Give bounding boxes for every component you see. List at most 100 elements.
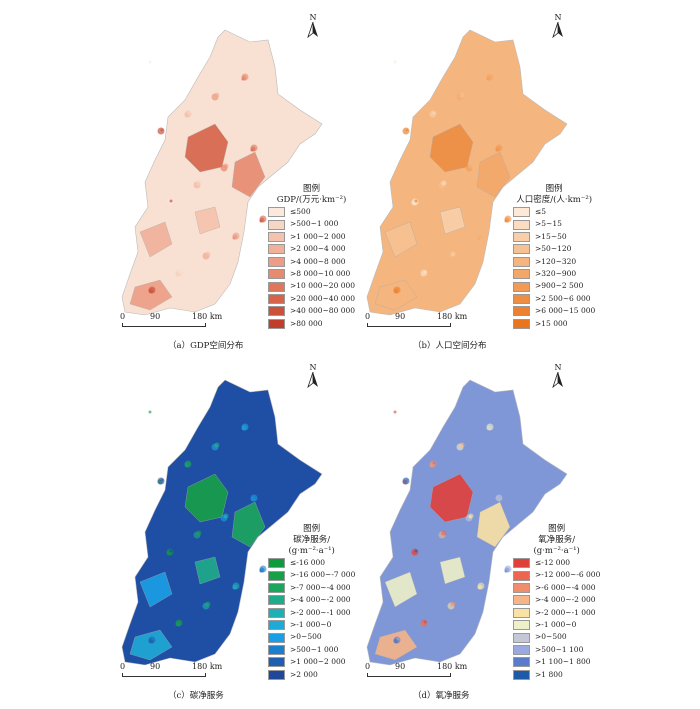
legend: 图例 GDP/(万元·km⁻²) ≤500 >500~1 000 >1 000~2 00… <box>268 184 355 330</box>
scale-tick-90: 90 <box>395 312 406 321</box>
map-patch <box>151 287 155 291</box>
scale-tick-180: 180 km <box>437 312 468 321</box>
map-patch <box>450 601 456 607</box>
legend-swatch <box>513 644 530 655</box>
map-patch <box>441 180 447 186</box>
map-patch <box>151 637 155 641</box>
legend-label: ≤500 <box>290 207 311 216</box>
legend-swatch <box>268 306 285 317</box>
scale-bar-line <box>367 673 451 677</box>
map-zone <box>139 221 173 258</box>
scale-tick-90: 90 <box>150 662 161 671</box>
panel-caption: （b）人口空间分布 <box>413 341 487 351</box>
legend-label: >15~50 <box>535 231 567 241</box>
map-panel-b: N 0 90 180 km 图例 人口密度/(人·km⁻²) ≤5 >5~15 >15~50 >5… <box>355 12 600 362</box>
map-patch <box>259 215 267 223</box>
legend-swatch <box>513 244 530 255</box>
map-patch <box>160 478 164 482</box>
map-panel-c: N 0 90 180 km 图例 碳净服务/(g·m⁻²·a⁻¹) ≤-16 000 >-16… <box>110 362 355 709</box>
legend-item: >2 000 <box>268 669 355 681</box>
legend-item: >50~120 <box>513 243 595 255</box>
legend-label: ≤5 <box>535 207 547 216</box>
map-zone <box>384 221 418 258</box>
legend-item: ≤-16 000 <box>268 557 355 569</box>
map-patch <box>241 73 249 81</box>
map-panel-a: N 0 90 180 km 图例 GDP/(万元·km⁻²) ≤500 >500~1 000 >… <box>110 12 355 362</box>
map-patch <box>450 251 456 257</box>
legend-label: >-12 000~-6 000 <box>535 570 601 580</box>
map-zone <box>439 206 466 235</box>
north-arrow: N <box>551 14 565 40</box>
map-patch <box>477 582 485 590</box>
legend-label: >320~900 <box>535 268 577 278</box>
legend-item: >1 000~2 000 <box>268 231 355 243</box>
legend-swatch <box>513 669 530 680</box>
legend-swatch <box>268 293 285 304</box>
legend-label: >-2 000~-1 000 <box>290 607 351 617</box>
map-patch <box>250 494 258 502</box>
legend-item: >1 800 <box>513 669 600 681</box>
north-label: N <box>554 13 562 22</box>
legend-item: >-1 000~0 <box>268 619 355 631</box>
legend-item: >5~15 <box>513 218 595 230</box>
legend-item: >320~900 <box>513 268 595 280</box>
map-zone <box>476 151 511 198</box>
legend-swatch <box>513 306 530 317</box>
scale-tick-180: 180 km <box>192 662 223 671</box>
legend-label: >500~1 100 <box>535 644 584 654</box>
legend-item: ≤-12 000 <box>513 557 600 569</box>
legend-swatch <box>513 607 530 618</box>
legend-title: 图例 <box>548 524 566 534</box>
region-map <box>121 29 323 316</box>
north-arrow: N <box>551 364 565 390</box>
legend-label: >1 100~1 800 <box>535 657 591 667</box>
map-patch <box>169 549 173 553</box>
legend-label: ≤-16 000 <box>290 558 326 567</box>
legend-label: >50~120 <box>535 244 572 254</box>
legend-item: >-12 000~-6 000 <box>513 569 600 581</box>
legend-unit: 氧净服务/ <box>538 535 576 545</box>
map-patch <box>187 111 191 115</box>
legend-swatch <box>268 244 285 255</box>
map-patch <box>259 565 267 573</box>
map-patch <box>196 180 202 186</box>
legend-label: >-4 000~-2 000 <box>535 595 596 605</box>
legend-swatch <box>268 281 285 292</box>
scale-tick-0: 0 <box>120 662 126 671</box>
legend-label: >10 000~20 000 <box>290 281 356 291</box>
legend-item: ≤5 <box>513 206 595 218</box>
legend-unit: 人口密度/(人·km⁻²) <box>516 195 593 205</box>
legend-label: >2 000~4 000 <box>290 244 346 254</box>
legend-swatch <box>268 570 285 581</box>
legend-swatch <box>513 570 530 581</box>
map-patch <box>148 60 152 64</box>
legend-swatch <box>268 558 285 569</box>
legend-swatch <box>268 620 285 631</box>
legend-swatch <box>513 620 530 631</box>
legend-label: >5~15 <box>535 219 562 229</box>
map-zone <box>439 556 466 585</box>
map-patch <box>169 199 173 203</box>
legend-label: >500~1 000 <box>290 219 339 229</box>
legend-unit-line2: (g·m⁻²·a⁻¹) <box>533 546 580 556</box>
legend-item: >0~500 <box>268 631 355 643</box>
map-zone <box>139 571 173 608</box>
legend-label: >15 000 <box>535 318 568 328</box>
scale-tick-0: 0 <box>365 312 371 321</box>
legend-swatch <box>513 293 530 304</box>
legend-swatch <box>513 595 530 606</box>
legend-label: >80 000 <box>290 318 323 328</box>
legend-label: >120~320 <box>535 256 577 266</box>
legend-swatch <box>268 207 285 218</box>
legend-swatch <box>268 269 285 280</box>
legend-label: >0~500 <box>290 632 322 642</box>
legend-label: >-4 000~-2 000 <box>290 595 351 605</box>
map-patch <box>396 637 400 641</box>
legend-swatch <box>513 269 530 280</box>
map-patch <box>223 163 229 169</box>
map-zone <box>384 571 418 608</box>
panel-caption: （c）碳净服务 <box>168 691 224 701</box>
legend-label: >-1 000~0 <box>290 619 332 629</box>
scale-bar-line <box>122 323 206 327</box>
map-patch <box>441 530 447 536</box>
